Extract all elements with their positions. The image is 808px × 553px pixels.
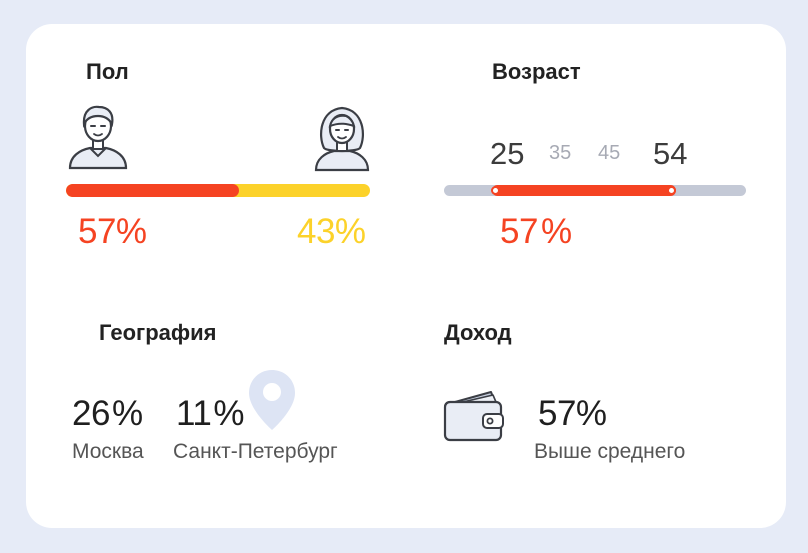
age-title: Возраст [492, 59, 581, 84]
spb-percent: 11% [176, 394, 244, 434]
wallet-icon [443, 390, 505, 442]
male-icon [68, 104, 128, 170]
income-title: Доход [444, 320, 512, 345]
female-percent: 43% [297, 212, 366, 251]
moscow-percent-value: 26 [72, 394, 110, 433]
age-from-label: 25 [490, 136, 525, 171]
audience-card: Пол 57% 43% Возраст 25 35 45 54 [26, 24, 786, 528]
income-percent: 57% [538, 394, 607, 433]
gender-bar [66, 184, 370, 197]
male-percent: 57% [78, 212, 147, 251]
age-to-label: 54 [653, 136, 688, 171]
age-tick-35: 35 [549, 142, 572, 164]
moscow-label: Москва [72, 440, 144, 463]
geo-title: География [99, 320, 217, 345]
moscow-percent-sign: % [111, 394, 143, 433]
female-icon [312, 104, 372, 172]
spb-percent-sign: % [213, 394, 244, 433]
age-range-selection [492, 185, 676, 196]
age-range-start-handle[interactable] [491, 186, 500, 195]
gender-title: Пол [86, 59, 129, 84]
income-label: Выше среднего [534, 440, 686, 463]
age-percent-value: 57 [500, 212, 538, 251]
age-range-end-handle[interactable] [667, 186, 676, 195]
age-percent: 57% [500, 212, 572, 252]
age-tick-45: 45 [598, 142, 621, 164]
location-pin-icon [247, 368, 297, 432]
moscow-percent: 26% [72, 394, 143, 434]
gender-bar-male-fill [66, 184, 240, 197]
age-percent-sign: % [540, 212, 572, 251]
spb-percent-value: 11 [176, 394, 212, 433]
spb-label: Санкт-Петербург [173, 440, 338, 463]
